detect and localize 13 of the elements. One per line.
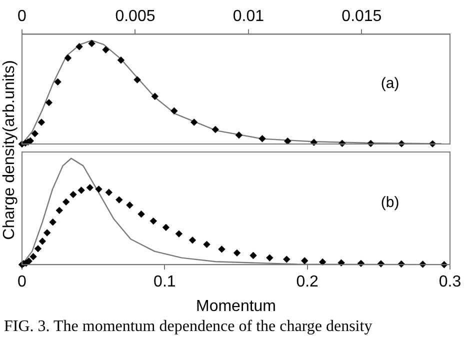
- caption: FIG. 3. The momentum dependence of the charge density: [3, 318, 374, 336]
- x-tick-label: 0.015: [342, 8, 382, 26]
- x-tick-label: 0.1: [154, 274, 176, 291]
- x-tick-label: 0.2: [296, 274, 319, 291]
- x-axis-title: Momentum: [196, 298, 276, 315]
- x-tick-label: 0: [18, 8, 27, 26]
- x-tick-label: 0: [18, 274, 27, 291]
- annotation: (a): [380, 74, 400, 92]
- x-tick-label: 0.01: [232, 8, 264, 26]
- annotation: (b): [380, 194, 400, 211]
- x-tick-label: 0.005: [115, 8, 156, 26]
- y-axis-title: Charge density(arb.units): [1, 60, 19, 240]
- x-tick-label: 0.3: [438, 274, 462, 291]
